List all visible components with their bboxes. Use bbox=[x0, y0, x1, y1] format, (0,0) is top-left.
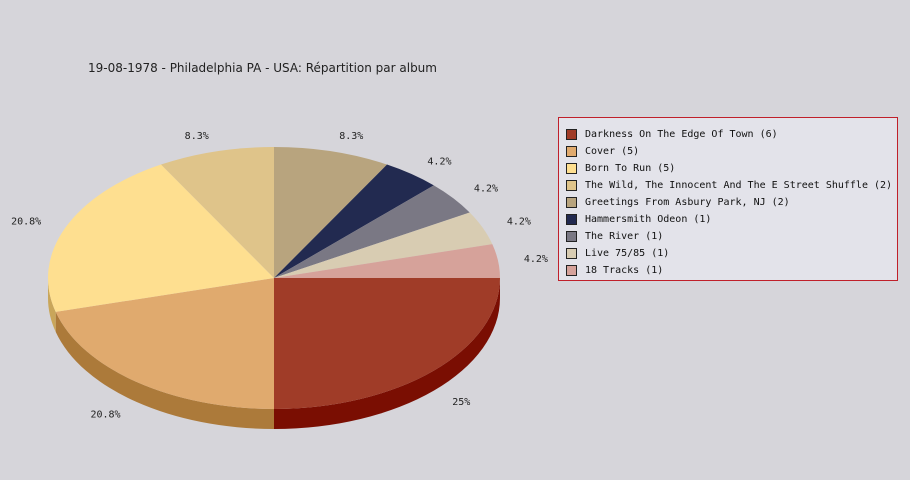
pie-slice-8 bbox=[274, 244, 500, 278]
legend-swatch bbox=[566, 197, 577, 208]
pie-slice-side-2 bbox=[48, 278, 56, 332]
legend-item: Greetings From Asbury Park, NJ (2) bbox=[566, 194, 897, 211]
legend-label: Darkness On The Edge Of Town (6) bbox=[585, 129, 778, 140]
pie-slice-side-1 bbox=[55, 311, 275, 429]
pie-slice-1 bbox=[55, 278, 275, 409]
pie-labels: 25% 20.8% 20.8% 8.3% 8.3% 4.2% 4.2% 4.2% 4.2% bbox=[11, 131, 548, 421]
legend-item: 18 Tracks (1) bbox=[566, 262, 897, 279]
legend-swatch bbox=[566, 163, 577, 174]
legend-swatch bbox=[566, 129, 577, 140]
pie-label-2: 20.8% bbox=[11, 217, 41, 228]
legend-label: The Wild, The Innocent And The E Street … bbox=[585, 180, 893, 191]
legend-label: The River (1) bbox=[585, 231, 664, 242]
pie-label-7: 4.2% bbox=[507, 217, 531, 228]
pie-slice-0 bbox=[274, 278, 500, 409]
legend-item: Cover (5) bbox=[566, 143, 897, 160]
legend-swatch bbox=[566, 180, 577, 191]
legend-label: Born To Run (5) bbox=[585, 163, 676, 174]
pie-slice-6 bbox=[274, 185, 470, 278]
legend-swatch bbox=[566, 265, 577, 276]
pie-slice-4 bbox=[274, 147, 387, 278]
legend-swatch bbox=[566, 231, 577, 242]
pie-top bbox=[47, 147, 500, 409]
legend-item: Darkness On The Edge Of Town (6) bbox=[566, 126, 897, 143]
pie-slice-7 bbox=[274, 212, 493, 278]
legend-label: Cover (5) bbox=[585, 146, 640, 157]
pie-slice-side-0 bbox=[274, 278, 500, 429]
legend-item: Hammersmith Odeon (1) bbox=[566, 211, 897, 228]
pie-label-3: 8.3% bbox=[185, 131, 209, 142]
pie-label-8: 4.2% bbox=[524, 254, 548, 265]
pie-label-5: 4.2% bbox=[427, 156, 451, 167]
pie-slice-5 bbox=[274, 164, 434, 278]
legend-item: The Wild, The Innocent And The E Street … bbox=[566, 177, 897, 194]
pie-chart: 25% 20.8% 20.8% 8.3% 8.3% 4.2% 4.2% 4.2% 4.2% bbox=[11, 131, 548, 429]
legend-item: The River (1) bbox=[566, 228, 897, 245]
chart-title: 19-08-1978 - Philadelphia PA - USA: Répa… bbox=[88, 61, 437, 75]
legend-swatch bbox=[566, 146, 577, 157]
legend-label: Hammersmith Odeon (1) bbox=[585, 214, 712, 225]
legend-swatch bbox=[566, 248, 577, 259]
pie-sides bbox=[48, 278, 500, 429]
pie-label-1: 20.8% bbox=[90, 410, 120, 421]
legend-item: Born To Run (5) bbox=[566, 160, 897, 177]
pie-slice-2 bbox=[47, 164, 274, 312]
chart-legend: Darkness On The Edge Of Town (6) Cover (5… bbox=[558, 117, 898, 281]
pie-label-6: 4.2% bbox=[474, 184, 498, 195]
legend-label: Live 75/85 (1) bbox=[585, 248, 670, 259]
legend-swatch bbox=[566, 214, 577, 225]
pie-label-0: 25% bbox=[452, 397, 470, 408]
legend-label: Greetings From Asbury Park, NJ (2) bbox=[585, 197, 790, 208]
legend-label: 18 Tracks (1) bbox=[585, 265, 664, 276]
pie-slice-3 bbox=[161, 147, 274, 278]
pie-label-4: 8.3% bbox=[339, 131, 363, 142]
legend-item: Live 75/85 (1) bbox=[566, 245, 897, 262]
